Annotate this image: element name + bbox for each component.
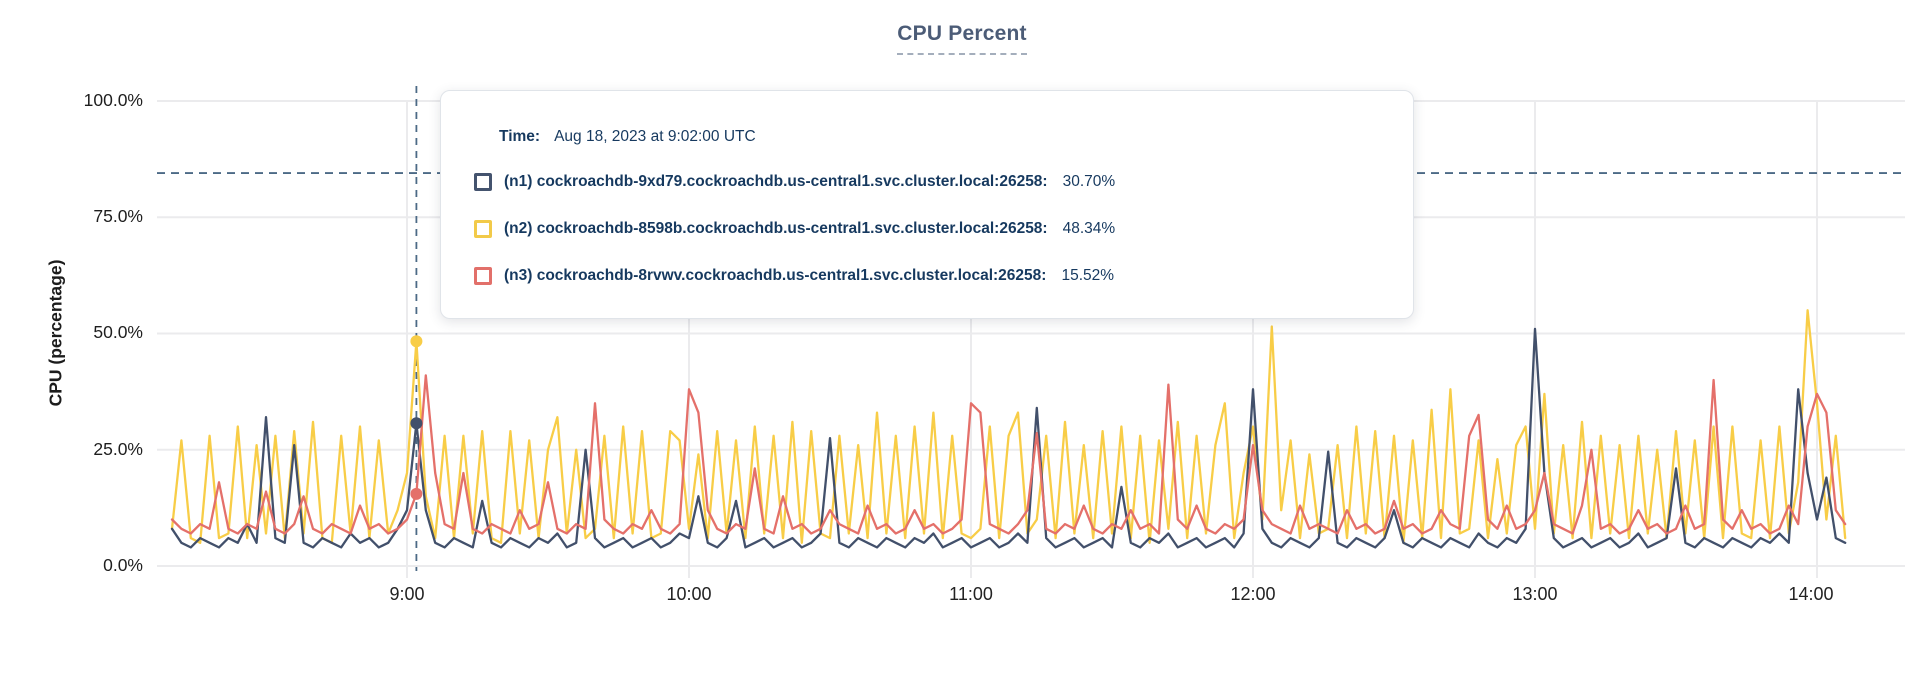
tooltip-time-label: Time:	[499, 128, 541, 145]
tooltip-n1-value: 30.70%	[1062, 173, 1116, 190]
series-line-n2	[170, 309, 1847, 544]
x-tick-9: 9:00	[389, 584, 425, 604]
hover-dot-n3	[410, 487, 423, 500]
tooltip-series-row: (n1) cockroachdb-9xd79.cockroachdb.us-ce…	[474, 169, 1393, 195]
chart-title-wrap: CPU Percent	[0, 22, 1924, 55]
x-tick-10: 10:00	[666, 584, 712, 604]
y-tick-25: 25.0%	[93, 439, 143, 459]
y-tick-0: 0.0%	[103, 555, 143, 575]
hover-dot-n1	[410, 417, 423, 430]
tooltip-series-row: (n3) cockroachdb-8rvwv.cockroachdb.us-ce…	[474, 263, 1393, 289]
n3-series-swatch-icon	[474, 267, 492, 285]
tooltip-n2-value: 48.34%	[1062, 220, 1116, 237]
tooltip-n3-value: 15.52%	[1061, 267, 1115, 284]
tooltip-n1-label: (n1) cockroachdb-9xd79.cockroachdb.us-ce…	[504, 173, 1048, 190]
series-line-n3	[170, 374, 1847, 535]
tooltip-series-row: (n2) cockroachdb-8598b.cockroachdb.us-ce…	[474, 216, 1393, 242]
hover-dot-n2	[410, 335, 423, 348]
y-tick-75: 75.0%	[93, 206, 143, 226]
n2-series-swatch-icon	[474, 220, 492, 238]
n1-series-swatch-icon	[474, 173, 492, 191]
chart-title[interactable]: CPU Percent	[897, 22, 1027, 55]
tooltip-n2-label: (n2) cockroachdb-8598b.cockroachdb.us-ce…	[504, 220, 1048, 237]
series-line-n1	[170, 327, 1847, 549]
x-tick-13: 13:00	[1512, 584, 1558, 604]
x-tick-14: 14:00	[1788, 584, 1834, 604]
hover-tooltip: Time: Aug 18, 2023 at 9:02:00 UTC (n1) co…	[440, 90, 1414, 319]
tooltip-time-value: Aug 18, 2023 at 9:02:00 UTC	[554, 128, 756, 145]
tooltip-n3-label: (n3) cockroachdb-8rvwv.cockroachdb.us-ce…	[504, 267, 1047, 284]
x-tick-12: 12:00	[1230, 584, 1276, 604]
tooltip-time-row: Time: Aug 18, 2023 at 9:02:00 UTC	[499, 123, 1393, 151]
x-tick-11: 11:00	[949, 584, 993, 604]
y-tick-100: 100.0%	[83, 90, 143, 110]
y-tick-50: 50.0%	[93, 322, 143, 342]
